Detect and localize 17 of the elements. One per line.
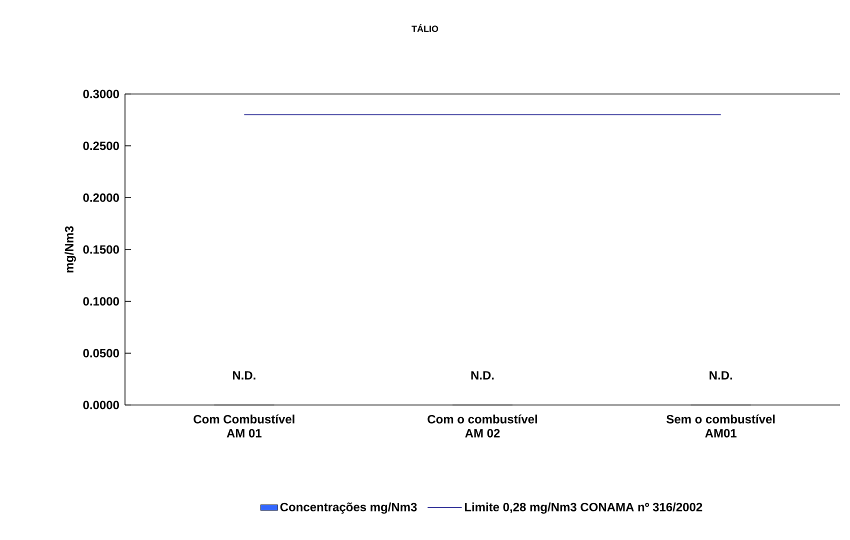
y-axis-title: mg/Nm3	[64, 226, 76, 272]
x-tick-label: Com Combustível AM 01	[194, 414, 294, 438]
y-tick-label: 0.0000	[83, 400, 119, 410]
y-tick-label: 0.2000	[83, 193, 119, 202]
legend-label: Limite 0,28 mg/Nm3 CONAMA nº 316/2002	[464, 502, 702, 514]
legend-label: Concentrações mg/Nm3	[280, 502, 417, 514]
data-label: N.D.	[232, 371, 256, 380]
y-tick-label: 0.0500	[83, 348, 119, 358]
y-tick-label: 0.1500	[83, 245, 119, 254]
y-tick-label: 0.1000	[83, 297, 119, 306]
data-label: N.D.	[710, 371, 732, 380]
data-label: N.D.	[471, 371, 494, 380]
y-tick-label: 0.3000	[83, 90, 119, 98]
y-tick-label: 0.2500	[83, 142, 119, 150]
x-tick-label: Com o combustível AM 02	[428, 414, 537, 438]
chart-title: TÁLIO	[412, 24, 438, 32]
x-tick-label: Sem o combustível AM01	[666, 414, 775, 438]
